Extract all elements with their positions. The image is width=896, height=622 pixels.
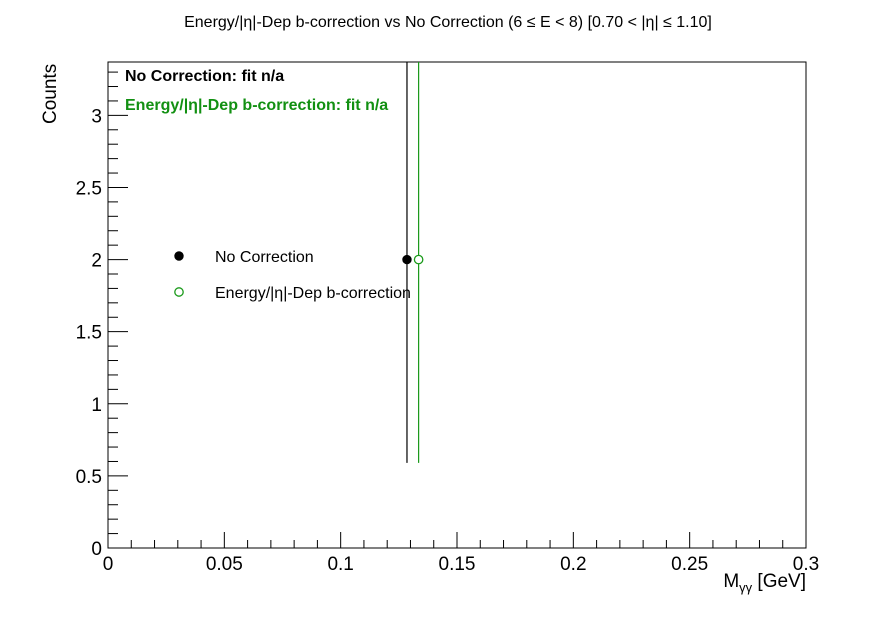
legend-marker	[174, 287, 184, 297]
y-tick-label: 0.5	[76, 467, 102, 488]
x-axis-label-main: M	[723, 571, 739, 592]
x-axis-label-unit: [GeV]	[752, 571, 806, 592]
x-tick-label: 0.1	[327, 554, 353, 575]
y-tick-label: 2	[91, 251, 102, 272]
legend-item: Energy/|η|-Dep b-correction	[174, 285, 411, 302]
y-axis: 0 0.5 1 1.5 2 2.5 3	[76, 71, 128, 560]
data-point	[413, 254, 424, 265]
x-tick-label: 0	[103, 554, 114, 575]
series-layer	[402, 62, 424, 463]
x-tick-label: 0.05	[206, 554, 243, 575]
y-tick-label: 2.5	[76, 178, 102, 199]
y-tick-label: 0	[91, 539, 102, 560]
x-axis-label-subscript: γγ	[739, 580, 753, 595]
fit-annotation: Energy/|η|-Dep b-correction: fit n/a	[125, 97, 388, 114]
y-axis-label: Counts	[40, 64, 61, 124]
x-tick-label: 0.25	[671, 554, 708, 575]
legend-marker	[174, 251, 184, 261]
x-tick-label: 0.3	[793, 554, 819, 575]
chart-title: Energy/|η|-Dep b-correction vs No Correc…	[184, 14, 712, 31]
x-axis: 0 0.05 0.1 0.15 0.2 0.25 0.3	[103, 532, 819, 575]
legend-label: No Correction	[215, 249, 314, 266]
y-tick-label: 1	[91, 395, 102, 416]
series-1	[402, 62, 412, 463]
legend: No Correction Energy/|η|-Dep b-correction	[174, 249, 411, 302]
data-point	[402, 254, 412, 265]
legend-item: No Correction	[174, 249, 314, 266]
y-tick-label: 1.5	[76, 323, 102, 344]
x-tick-label: 0.2	[560, 554, 586, 575]
fit-annotation: No Correction: fit n/a	[125, 68, 284, 85]
y-tick-label: 3	[91, 106, 102, 127]
legend-label: Energy/|η|-Dep b-correction	[215, 285, 411, 302]
x-axis-label: Mγγ [GeV]	[723, 571, 806, 595]
series-2	[413, 62, 424, 463]
fit-annotations: No Correction: fit n/a Energy/|η|-Dep b-c…	[125, 68, 388, 114]
x-tick-label: 0.15	[439, 554, 476, 575]
